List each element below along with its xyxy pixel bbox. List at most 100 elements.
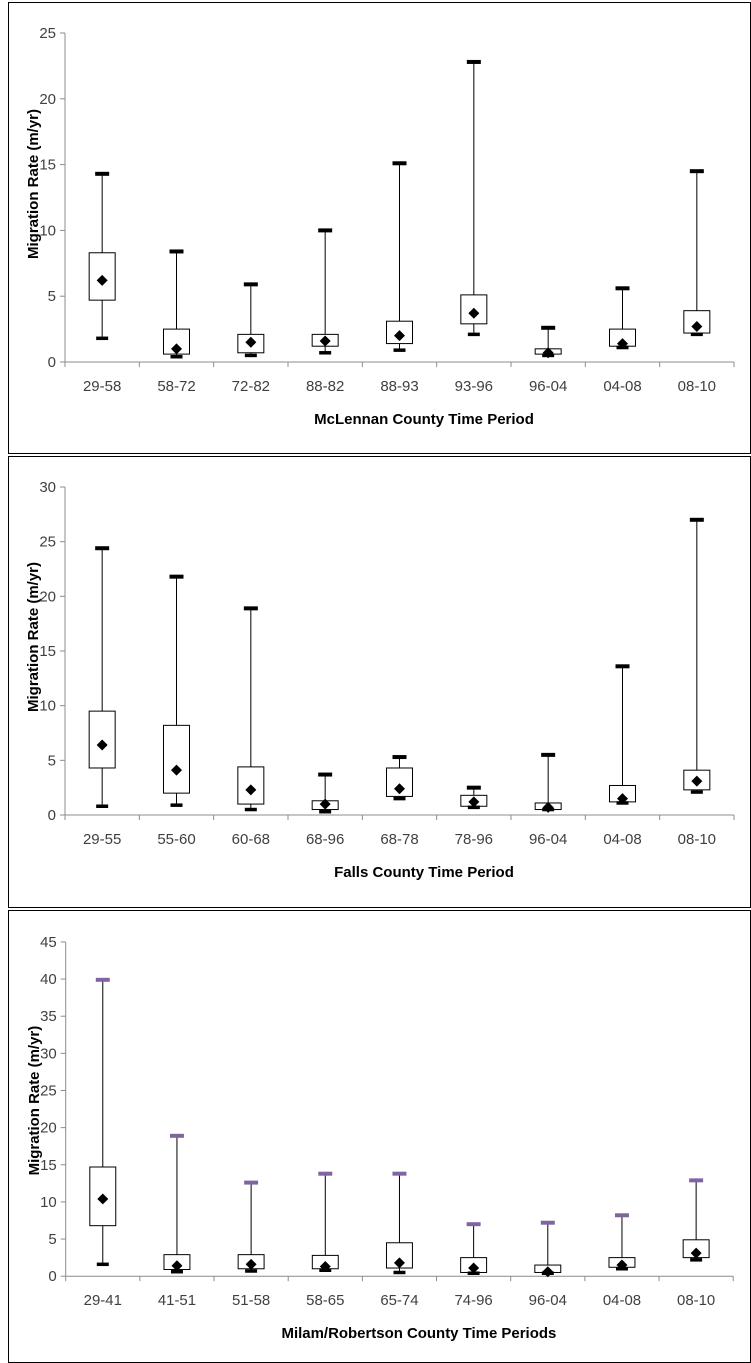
- box-group-41-51: [163, 1133, 191, 1274]
- x-tick-label: 93-96: [455, 378, 493, 395]
- mean-marker: [542, 1266, 554, 1278]
- x-axis-title: McLennan County Time Period: [314, 411, 534, 428]
- mean-marker: [96, 274, 108, 286]
- box-group-96-04: [534, 752, 562, 813]
- x-tick-label: 60-68: [232, 831, 270, 848]
- box-group-96-04: [534, 325, 562, 359]
- box-group-29-41: [89, 977, 117, 1267]
- y-tick-label: 15: [40, 1157, 57, 1174]
- mean-marker: [171, 343, 182, 355]
- x-tick-label: 74-96: [455, 1292, 493, 1309]
- x-tick-label: 08-10: [677, 1292, 715, 1309]
- x-tick-label: 51-58: [232, 1292, 270, 1309]
- x-tick-label: 04-08: [603, 378, 641, 395]
- x-tick-label: 29-41: [84, 1292, 122, 1309]
- x-tick-label: 72-82: [232, 378, 270, 395]
- x-tick-label: 08-10: [678, 831, 716, 848]
- box-group-60-68: [237, 606, 265, 812]
- box-group-68-78: [386, 755, 413, 801]
- x-tick-label: 41-51: [158, 1292, 196, 1309]
- x-tick-label: 58-65: [306, 1292, 344, 1309]
- mean-marker: [542, 801, 554, 813]
- box-group-04-08: [609, 286, 636, 350]
- box-group-08-10: [683, 169, 711, 337]
- mean-marker: [171, 1260, 183, 1272]
- mean-marker: [319, 798, 331, 810]
- x-tick-label: 65-74: [380, 1292, 418, 1309]
- mean-marker: [394, 783, 405, 795]
- y-axis-title: Migration Rate (m/yr): [25, 562, 42, 712]
- y-tick-label: 10: [40, 1194, 57, 1211]
- box-group-51-58: [237, 1180, 265, 1273]
- box-group-58-65: [311, 1171, 339, 1273]
- y-tick-label: 0: [48, 807, 56, 824]
- box-group-96-04: [534, 1220, 562, 1278]
- box-group-08-10: [683, 517, 711, 794]
- box-group-93-96: [460, 59, 488, 337]
- chart-panel-milam-robertson: Migration Rate (m/yr) Milam/Robertson Co…: [8, 910, 751, 1363]
- x-tick-label: 08-10: [678, 378, 716, 395]
- chart-panel-falls: Migration Rate (m/yr) Falls County Time …: [8, 456, 751, 908]
- mean-marker: [617, 338, 628, 350]
- y-tick-label: 0: [48, 354, 56, 371]
- mean-marker: [319, 335, 331, 347]
- mean-marker: [468, 796, 480, 808]
- x-tick-label: 96-04: [529, 1292, 567, 1309]
- y-tick-label: 15: [39, 157, 56, 174]
- iqr-box: [163, 724, 190, 794]
- box-group-08-10: [682, 1178, 710, 1262]
- mean-marker: [691, 775, 703, 787]
- mean-marker: [617, 793, 628, 805]
- y-tick-label: 5: [48, 288, 56, 305]
- y-tick-label: 5: [48, 752, 56, 769]
- mean-marker: [468, 307, 480, 319]
- box-group-68-96: [311, 772, 339, 814]
- x-tick-label: 96-04: [529, 831, 567, 848]
- x-tick-label: 88-93: [380, 378, 418, 395]
- box-group-04-08: [609, 664, 636, 805]
- y-tick-label: 5: [48, 1231, 56, 1248]
- box-group-88-93: [386, 161, 413, 352]
- y-axis-title: Migration Rate (m/yr): [26, 1026, 43, 1176]
- x-tick-label: 96-04: [529, 378, 567, 395]
- box-plot-milam-robertson: Migration Rate (m/yr) Milam/Robertson Co…: [26, 934, 734, 1342]
- mean-marker: [245, 336, 257, 348]
- x-tick-label: 04-08: [603, 1292, 641, 1309]
- y-tick-label: 20: [39, 588, 56, 605]
- y-axis-title: Migration Rate (m/yr): [25, 109, 42, 259]
- x-tick-label: 55-60: [157, 831, 195, 848]
- y-tick-label: 20: [39, 91, 56, 108]
- box-group-74-96: [460, 1222, 488, 1275]
- y-tick-label: 10: [39, 222, 56, 239]
- mean-marker: [245, 784, 257, 796]
- y-tick-label: 45: [40, 934, 57, 951]
- x-tick-label: 29-55: [83, 831, 121, 848]
- mean-marker: [542, 347, 554, 359]
- x-tick-label: 04-08: [603, 831, 641, 848]
- x-tick-label: 29-58: [83, 378, 121, 395]
- x-tick-label: 88-82: [306, 378, 344, 395]
- y-tick-label: 10: [39, 698, 56, 715]
- box-group-88-82: [311, 228, 339, 355]
- x-axis-title: Falls County Time Period: [334, 864, 514, 881]
- iqr-box: [88, 252, 116, 301]
- mean-marker: [394, 330, 405, 342]
- chart-panel-mclennan: Migration Rate (m/yr) McLennan County Ti…: [8, 2, 751, 454]
- y-tick-label: 25: [39, 25, 56, 42]
- x-tick-label: 68-78: [380, 831, 418, 848]
- box-group-29-58: [88, 171, 116, 341]
- x-tick-label: 58-72: [157, 378, 195, 395]
- box-group-78-96: [460, 785, 488, 810]
- box-group-29-55: [88, 546, 116, 809]
- box-group-65-74: [385, 1171, 413, 1275]
- y-tick-label: 0: [48, 1268, 56, 1285]
- x-axis-title: Milam/Robertson County Time Periods: [282, 1325, 557, 1342]
- y-tick-label: 40: [40, 971, 57, 988]
- box-group-04-08: [608, 1213, 636, 1271]
- mean-marker: [468, 1262, 480, 1274]
- mean-marker: [245, 1258, 257, 1270]
- box-group-55-60: [163, 574, 190, 807]
- y-tick-label: 15: [39, 643, 56, 660]
- y-tick-label: 30: [40, 1045, 57, 1062]
- y-tick-label: 25: [39, 534, 56, 551]
